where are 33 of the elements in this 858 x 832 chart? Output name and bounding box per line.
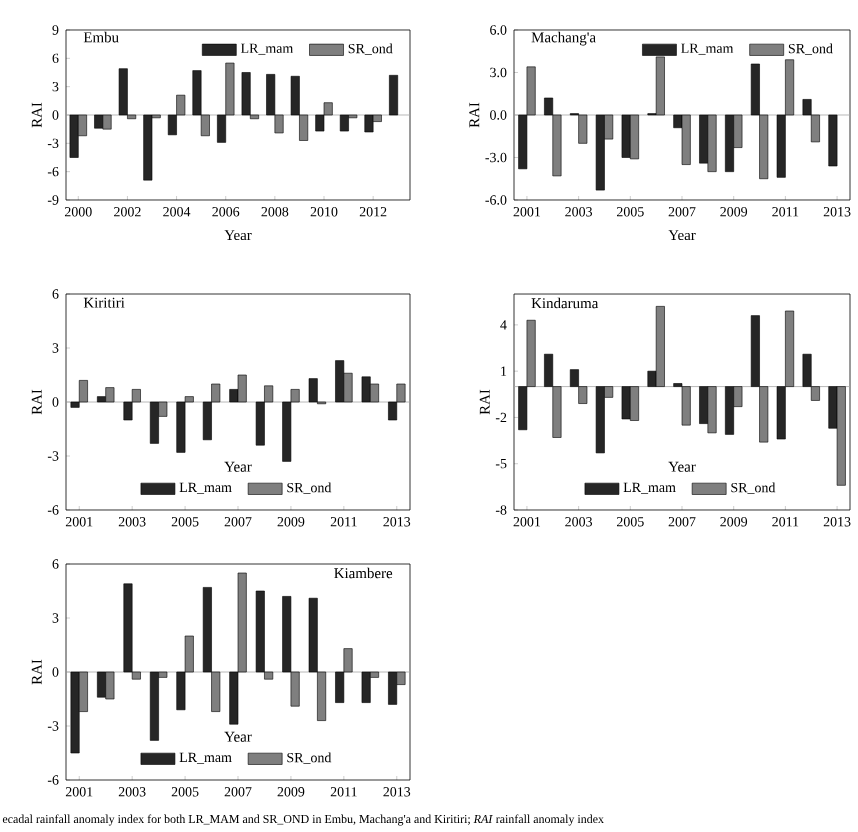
bar [241,72,251,116]
bar [308,378,318,403]
bar [102,114,112,130]
bar [105,671,115,700]
bar [707,114,717,172]
bar [836,386,846,486]
bar [655,306,665,387]
bar [621,114,631,158]
bar [78,380,88,403]
bar [681,114,691,165]
bar [335,360,345,403]
bar [828,114,838,167]
bar [143,114,153,181]
bar [176,401,186,453]
bar [94,114,104,129]
bar [595,114,605,191]
bar [361,376,371,403]
bar [364,114,374,133]
bar [388,671,398,705]
bar [123,583,133,673]
bar [389,75,399,116]
bar [681,386,691,426]
bar [70,671,80,754]
bar [105,387,115,403]
bar [118,68,128,116]
bar [707,386,717,434]
bar [361,671,371,703]
bar [237,374,247,403]
bar [621,386,631,420]
bar [578,114,588,144]
bar [255,590,265,673]
bar [595,386,605,454]
bar [699,114,709,164]
